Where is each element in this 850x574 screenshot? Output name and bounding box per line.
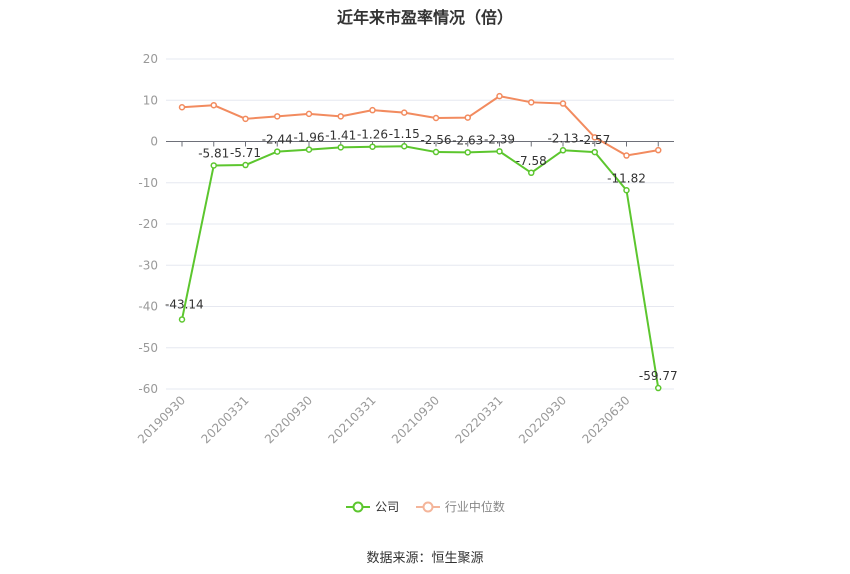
industry-series-line: [181, 95, 659, 157]
industry-data-point: [369, 106, 376, 114]
company-data-point: [178, 316, 186, 323]
company-data-point: [528, 169, 535, 177]
company-data-point: [337, 144, 344, 151]
industry-data-point: [305, 110, 313, 118]
y-tick-label: 10: [143, 93, 158, 107]
industry-data-point: [178, 104, 186, 111]
company-data-label: -11.82: [607, 171, 646, 185]
company-data-point: [401, 142, 408, 150]
industry-data-point: [623, 152, 630, 159]
x-tick-label: 20200331: [199, 393, 252, 446]
legend-company-label: 公司: [375, 500, 400, 514]
company-series-line: [181, 145, 660, 389]
company-data-point: [559, 147, 567, 154]
industry-data-point: [210, 101, 217, 109]
legend-industry-line-icon: [415, 501, 440, 512]
company-data-label: -2.44: [262, 133, 293, 147]
x-tick-label: 20220331: [453, 393, 506, 446]
company-data-label: -1.15: [389, 127, 420, 141]
company-data-label: -7.58: [516, 154, 547, 168]
company-data-label: -1.41: [325, 128, 356, 142]
y-tick-label: -50: [138, 341, 158, 355]
industry-data-point: [242, 115, 249, 123]
company-data-point: [305, 146, 313, 153]
company-data-point: [464, 149, 471, 156]
y-tick-label: -60: [138, 382, 158, 396]
data-source-note: 数据来源：恒生聚源: [366, 551, 484, 566]
company-data-point: [496, 148, 503, 155]
x-tick-label: 20210331: [326, 393, 379, 446]
x-tick-label: 20230630: [580, 393, 633, 446]
y-tick-label: 20: [143, 52, 158, 66]
company-data-label: -2.57: [579, 133, 610, 147]
y-tick-label: -30: [138, 258, 158, 272]
industry-data-point: [559, 100, 567, 107]
company-data-point: [623, 187, 630, 194]
company-data-point: [591, 148, 598, 156]
industry-data-point: [591, 134, 598, 141]
company-data-label: -59.77: [639, 369, 678, 383]
company-data-label: -1.26: [357, 128, 388, 142]
company-data-label: -43.14: [165, 297, 204, 311]
x-tick-label: 20190930: [135, 393, 188, 446]
legend-industry-label: 行业中位数: [444, 500, 505, 514]
company-data-point: [274, 148, 281, 155]
legend-item-company[interactable]: 公司: [345, 498, 399, 515]
y-tick-label: 0: [150, 135, 158, 149]
y-tick-label: -40: [138, 300, 158, 314]
legend-company-line-icon: [346, 501, 371, 512]
industry-data-point: [464, 114, 471, 121]
company-data-label: -2.56: [420, 133, 451, 147]
company-data-label: -1.96: [293, 131, 324, 145]
company-data-label: -5.81: [198, 146, 229, 160]
chart-legend: 公司 行业中位数: [0, 498, 850, 517]
company-data-point: [655, 384, 662, 392]
x-tick-label: 20210930: [389, 393, 442, 446]
industry-data-point: [432, 114, 440, 122]
x-tick-label: 20200930: [262, 393, 315, 446]
chart-title: 近年来市盈率情况（倍）: [336, 8, 513, 27]
industry-data-point: [274, 113, 281, 120]
industry-data-point: [528, 99, 535, 106]
industry-data-point: [337, 113, 344, 120]
company-data-point: [242, 161, 249, 169]
company-data-label: -2.39: [484, 132, 515, 146]
y-tick-label: -20: [138, 217, 158, 231]
legend-item-industry[interactable]: 行业中位数: [415, 498, 505, 515]
y-tick-label: -10: [138, 176, 158, 190]
company-data-label: -2.13: [547, 131, 578, 145]
company-data-label: -5.71: [230, 146, 261, 160]
x-tick-label: 20220930: [516, 393, 569, 446]
company-data-point: [210, 162, 217, 169]
industry-data-point: [496, 92, 503, 100]
company-data-label: -2.63: [452, 133, 483, 147]
industry-data-point: [401, 109, 408, 116]
company-data-point: [432, 148, 440, 156]
company-data-point: [369, 143, 376, 150]
industry-data-point: [655, 146, 662, 154]
